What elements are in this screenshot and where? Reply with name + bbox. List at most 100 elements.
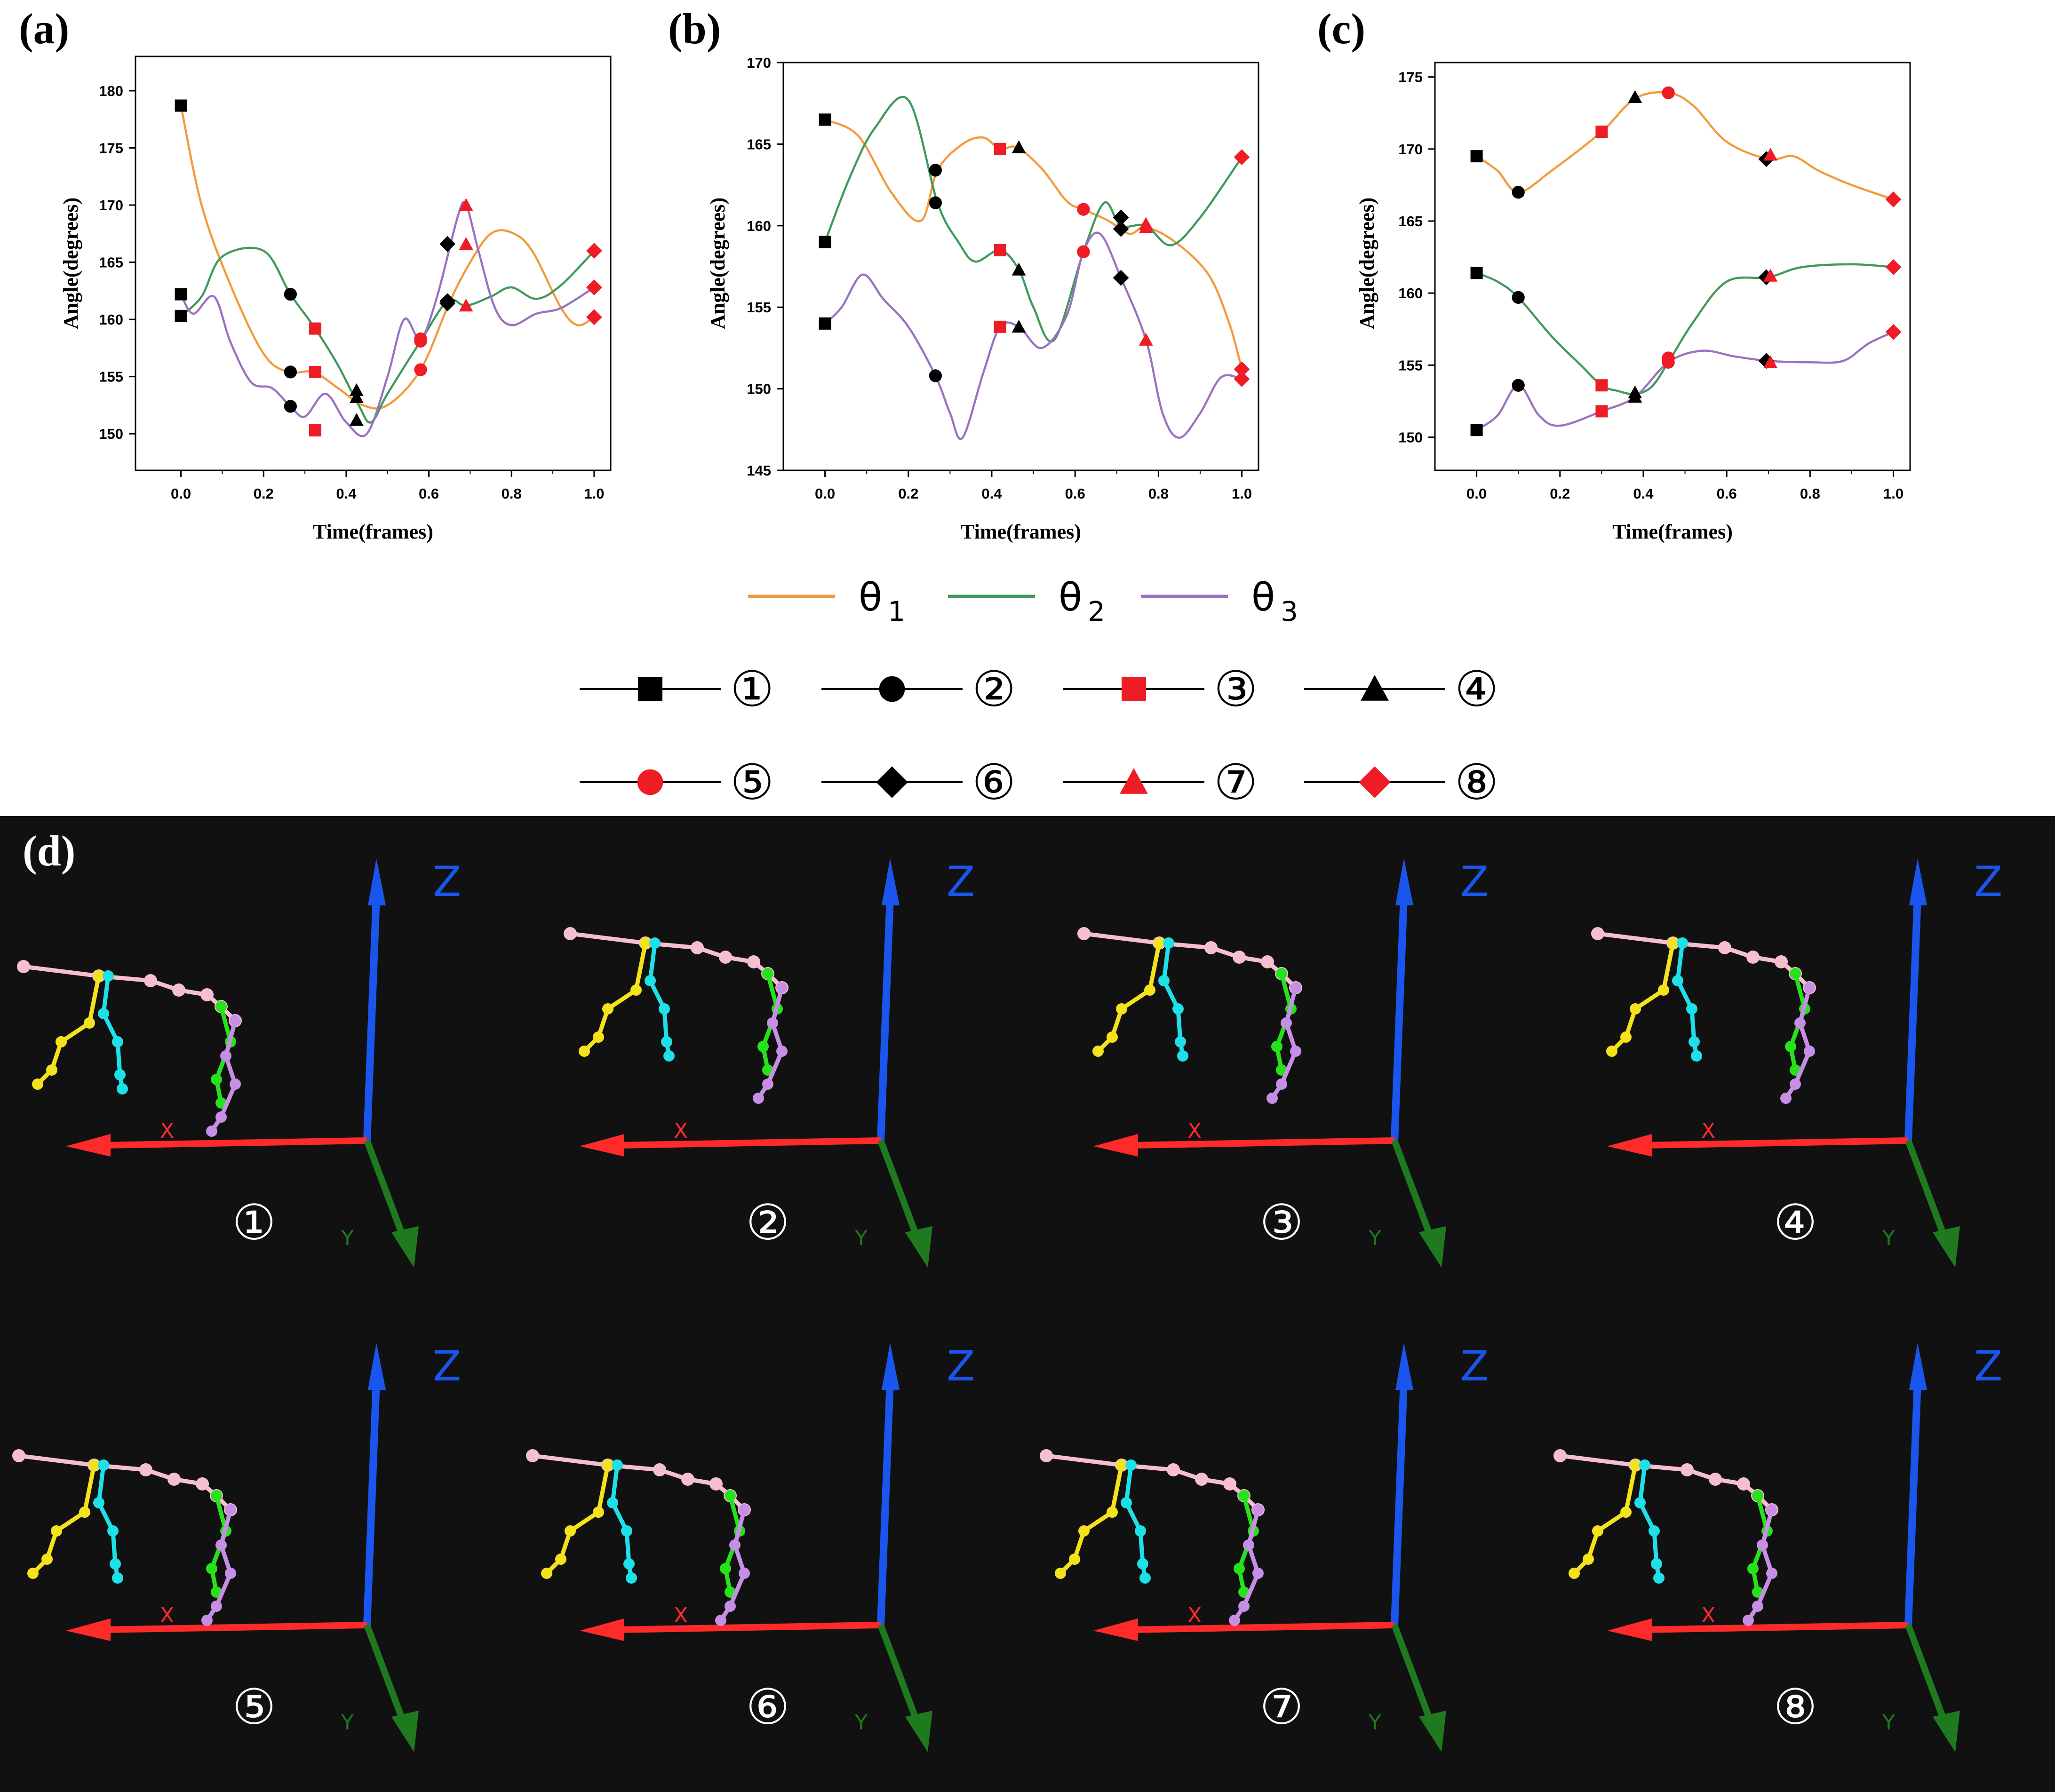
x-tick-label: 0.0 xyxy=(1466,485,1487,502)
legend-marker-1 xyxy=(638,677,662,701)
xlabel-c: Time(frames) xyxy=(1612,520,1733,543)
y-axis-letter: Y xyxy=(1882,1711,1895,1735)
z-axis xyxy=(363,1380,380,1625)
front-left-leg-joint xyxy=(555,1554,566,1565)
y-tick-label: 165 xyxy=(1398,213,1423,230)
hind-left-leg-joint xyxy=(1752,1490,1763,1501)
front-left-leg-joint xyxy=(602,1459,613,1471)
x-tick-label: 0.0 xyxy=(815,485,835,502)
front-left-leg-joint xyxy=(1107,1031,1118,1043)
hind-right-leg-joint xyxy=(211,1601,222,1612)
frame-label: ⑤ xyxy=(232,1678,276,1736)
front-right-leg-joint xyxy=(1125,1459,1137,1471)
hind-left-leg-joint xyxy=(1785,1041,1796,1052)
hind-right-leg-joint xyxy=(715,1615,726,1626)
y-tick-label: 175 xyxy=(99,140,123,156)
front-right-leg-joint xyxy=(1649,1525,1660,1537)
front-left-leg-joint xyxy=(1107,1507,1118,1518)
spine-joint xyxy=(653,1463,666,1476)
spine-joint xyxy=(1718,941,1731,954)
x-axis-arrowhead xyxy=(1607,1618,1652,1641)
series-line-theta3 xyxy=(180,201,595,437)
marker-5-theta3 xyxy=(1662,356,1675,369)
x-axis xyxy=(1644,1622,1909,1633)
y-tick-label: 150 xyxy=(1398,429,1423,446)
spine-joint xyxy=(1195,1473,1208,1486)
front-left-leg-joint xyxy=(1592,1525,1603,1537)
spine-joint xyxy=(691,941,704,954)
marker-8-theta3 xyxy=(586,279,602,295)
z-axis-letter: Z xyxy=(1460,1342,1489,1390)
x-tick-label: 0.2 xyxy=(254,485,274,502)
x-tick-label: 0.6 xyxy=(1717,485,1737,502)
pose-frame-6: Z X Y ⑥ xyxy=(526,1342,975,1752)
y-axis xyxy=(877,1139,919,1236)
panel-label-d: (d) xyxy=(23,827,75,875)
hind-right-leg-joint xyxy=(762,1078,773,1090)
y-axis-arrowhead xyxy=(1419,1711,1446,1752)
z-axis xyxy=(363,896,380,1141)
z-axis xyxy=(877,896,894,1141)
front-right-leg-joint xyxy=(1634,1497,1646,1508)
y-tick-label: 150 xyxy=(99,426,123,442)
chart-a: (a) 0.0 0.2 0.4 0.6 0.8 1.0 150 155 160 165 170 175… xyxy=(19,5,612,543)
marker-8-theta1 xyxy=(1234,361,1250,377)
x-axis-letter: X xyxy=(160,1119,174,1143)
pose-frame-3: Z X Y ③ xyxy=(1077,857,1489,1268)
x-tick-label: 1.0 xyxy=(1232,485,1252,502)
front-left-leg-joint xyxy=(640,937,651,949)
marker-8-theta2 xyxy=(586,243,602,259)
front-right-leg-joint xyxy=(1177,1050,1188,1062)
series-line-theta2 xyxy=(1476,263,1894,396)
chart-b: (b) 0.0 0.2 0.4 0.6 0.8 1.0 145 150 155 160 165 170… xyxy=(668,5,1259,543)
marker-7-theta3 xyxy=(459,198,473,211)
y-axis xyxy=(364,1624,406,1721)
hind-right-leg-joint xyxy=(230,1078,241,1090)
marker-8-theta1 xyxy=(586,309,602,325)
pose-frame-2: Z X Y ② xyxy=(564,857,975,1268)
hind-right-leg-joint xyxy=(1780,1093,1792,1104)
front-left-leg-joint xyxy=(630,984,642,996)
panel-label-a: (a) xyxy=(19,5,69,53)
front-left-leg-joint xyxy=(1667,937,1679,949)
front-right-leg-joint xyxy=(1691,1050,1702,1062)
panel-d: (d) Z X Y ① Z X Y ② Z X Y ③ Z X Y ④ Z X Y ⑤ Z X Y ⑥ Z X Y ⑦ Z X Y ⑧ xyxy=(0,816,2055,1792)
legend-marker-label-4: ④ xyxy=(1455,660,1498,718)
hind-right-leg-joint xyxy=(776,982,788,993)
spine-joint xyxy=(719,951,732,964)
marker-6-theta3 xyxy=(439,236,455,252)
spine-joint xyxy=(1681,1463,1694,1476)
marker-8-theta1 xyxy=(1885,191,1902,207)
hind-right-leg-joint xyxy=(1804,1046,1815,1057)
x-axis xyxy=(617,1137,881,1149)
front-right-leg-joint xyxy=(659,1003,670,1015)
front-right-leg-joint xyxy=(117,1083,128,1094)
z-axis-letter: Z xyxy=(947,857,975,906)
x-axis-arrowhead xyxy=(66,1134,111,1157)
frame-label: ④ xyxy=(1773,1194,1817,1251)
front-right-leg-joint xyxy=(1639,1459,1650,1471)
y-tick-label: 160 xyxy=(99,311,123,328)
front-left-leg-joint xyxy=(579,1046,590,1057)
marker-2-theta1 xyxy=(929,164,942,177)
front-right-leg-joint xyxy=(1135,1525,1146,1537)
spine-joint xyxy=(747,955,760,968)
x-axis-letter: X xyxy=(1701,1119,1715,1143)
z-axis-arrowhead xyxy=(1909,1343,1927,1390)
spine-joint xyxy=(1261,955,1274,968)
hind-right-leg-joint xyxy=(1743,1615,1754,1626)
hind-right-leg-joint xyxy=(1766,1504,1777,1515)
hind-left-leg-joint xyxy=(762,968,773,979)
z-axis-letter: Z xyxy=(1974,1342,2002,1390)
legend-marker-5 xyxy=(637,769,663,795)
legend-marker-8 xyxy=(1359,766,1391,798)
z-axis xyxy=(1391,896,1408,1141)
hind-right-leg-joint xyxy=(1266,1093,1278,1104)
front-left-leg-joint xyxy=(593,1507,604,1518)
marker-3-theta1 xyxy=(1595,126,1608,138)
hind-left-leg-joint xyxy=(1790,968,1801,979)
front-right-leg-joint xyxy=(1677,937,1688,949)
